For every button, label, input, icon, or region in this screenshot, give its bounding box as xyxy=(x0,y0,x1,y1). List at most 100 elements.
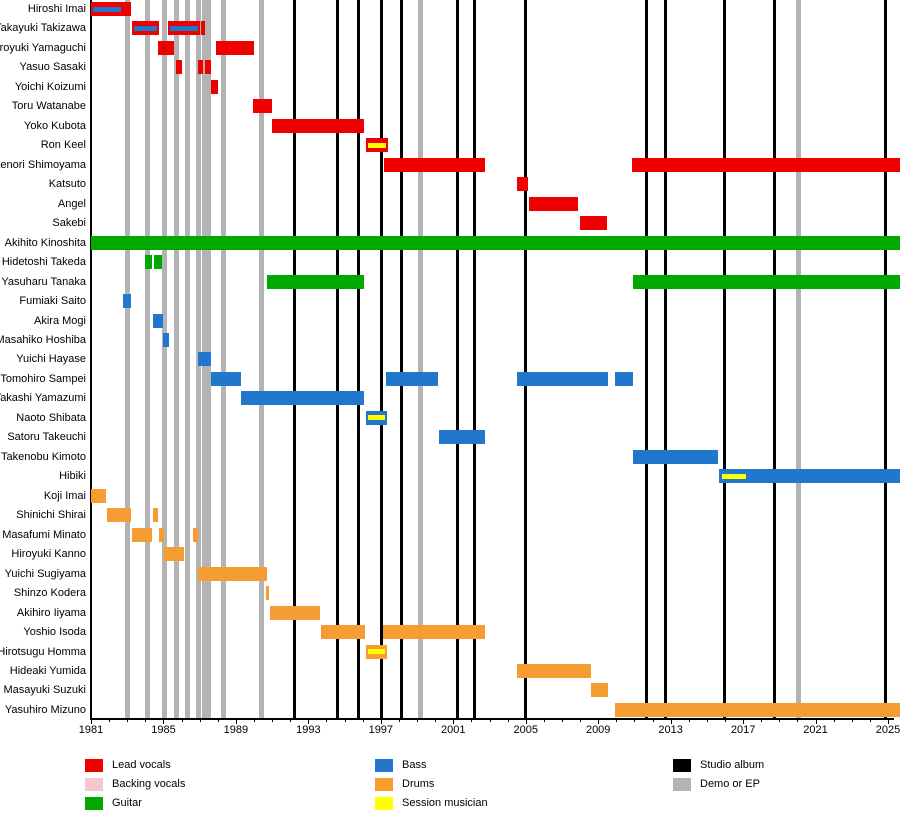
member-role-bar-lead_vocals xyxy=(167,21,200,36)
member-role-bar-drums xyxy=(321,625,365,640)
x-axis-major-tick xyxy=(670,719,672,724)
legend-swatch-guitar xyxy=(85,797,103,810)
x-axis-minor-tick xyxy=(417,719,419,722)
x-axis-minor-tick xyxy=(724,719,726,722)
x-axis-major-tick xyxy=(235,719,237,724)
x-axis-minor-tick xyxy=(127,719,129,722)
x-axis-year-label: 1985 xyxy=(151,724,176,736)
legend-label-guitar: Guitar xyxy=(112,797,142,809)
x-axis-minor-tick xyxy=(706,719,708,722)
x-axis-major-tick xyxy=(888,719,890,724)
x-axis-line xyxy=(90,718,894,720)
demo-or-ep-line xyxy=(795,0,801,719)
member-role-bar-bass xyxy=(122,294,131,309)
member-role-bar-bass xyxy=(718,469,900,484)
demo-or-ep-line xyxy=(161,0,167,719)
legend-label-bass: Bass xyxy=(402,759,427,771)
member-role-bar-bass xyxy=(615,371,633,386)
x-axis-year-label: 1981 xyxy=(78,724,104,736)
member-role-bar-bass xyxy=(153,313,164,328)
member-role-bar-bass xyxy=(386,371,438,386)
member-role-bar-drums xyxy=(107,508,131,523)
member-name-label: Shinzo Kodera xyxy=(13,587,86,600)
member-role-bar-drums xyxy=(158,527,165,542)
x-axis-minor-tick xyxy=(543,719,545,722)
member-name-label: Masahiko Hoshiba xyxy=(0,333,86,346)
member-role-bar-bass xyxy=(163,332,169,347)
member-role-bar-lead_vocals xyxy=(201,21,206,36)
legend-label-session: Session musician xyxy=(402,797,488,809)
member-role-bar-lead_vocals xyxy=(210,79,218,94)
x-axis-minor-tick xyxy=(326,719,328,722)
demo-or-ep-line xyxy=(124,0,130,719)
member-role-bar-lead_vocals xyxy=(158,40,175,55)
x-axis-year-label: 1993 xyxy=(296,724,321,736)
studio-album-line xyxy=(722,0,726,719)
x-axis-year-label: 2001 xyxy=(441,724,466,736)
member-name-label: Naoto Shibata xyxy=(16,411,86,424)
member-role-bar-lead_vocals xyxy=(529,196,579,211)
member-name-label: Hibiki xyxy=(59,470,86,483)
x-axis-year-label: 2005 xyxy=(513,724,538,736)
member-role-bar-drums xyxy=(152,508,158,523)
studio-album-line xyxy=(644,0,648,719)
x-axis-minor-tick xyxy=(489,719,491,722)
member-name-label: Takenobu Kimoto xyxy=(1,450,86,463)
member-name-label: Toru Watanabe xyxy=(11,100,86,113)
member-role-bar-guitar xyxy=(91,235,900,250)
member-name-label: Hiroyuki Yamaguchi xyxy=(0,41,86,54)
member-role-bar-lead_vocals xyxy=(176,60,182,75)
member-role-bar-lead_vocals xyxy=(631,157,900,172)
legend-label-backing_vocals: Backing vocals xyxy=(112,778,186,790)
legend-label-drums: Drums xyxy=(402,778,435,790)
member-role-bar-bass xyxy=(516,371,609,386)
member-role-bar-drums xyxy=(197,566,267,581)
member-role-bar-drums xyxy=(590,683,609,698)
member-name-label: Yoshio Isoda xyxy=(23,626,86,639)
x-axis-minor-tick xyxy=(199,719,201,722)
member-name-label: Hidetoshi Takeda xyxy=(1,256,86,269)
member-role-bar-drums xyxy=(193,527,198,542)
x-axis-minor-tick xyxy=(181,719,183,722)
legend-label-lead_vocals: Lead vocals xyxy=(112,759,171,771)
legend-swatch-backing_vocals xyxy=(85,778,103,791)
demo-or-ep-line xyxy=(184,0,190,719)
x-axis-minor-tick xyxy=(652,719,654,722)
demo-or-ep-line xyxy=(258,0,264,719)
x-axis-major-tick xyxy=(163,719,165,724)
studio-album-line xyxy=(293,0,297,719)
studio-album-line xyxy=(380,0,384,719)
member-role-bar-drums xyxy=(382,625,485,640)
x-axis-minor-tick xyxy=(779,719,781,722)
x-axis-major-tick xyxy=(743,719,745,724)
member-name-label: Yasuharu Tanaka xyxy=(1,275,86,288)
member-role-bar-lead_vocals xyxy=(131,21,159,36)
legend-swatch-drums xyxy=(375,778,393,791)
studio-album-line xyxy=(663,0,667,719)
x-axis-year-label: 1989 xyxy=(223,724,249,736)
studio-album-line xyxy=(335,0,339,719)
studio-album-line xyxy=(883,0,887,719)
member-role-bar-bass xyxy=(366,410,388,425)
member-role-bar-drums xyxy=(131,527,152,542)
x-axis-minor-tick xyxy=(435,719,437,722)
x-axis-minor-tick xyxy=(869,719,871,722)
member-role-bar-drums xyxy=(615,702,900,717)
member-name-label: Hiroshi Imai xyxy=(27,3,86,15)
legend-label-demo_line: Demo or EP xyxy=(700,778,760,790)
role-stripe-bass xyxy=(169,25,198,31)
member-role-bar-bass xyxy=(241,391,364,406)
legend-swatch-demo_line xyxy=(673,778,691,791)
x-axis-minor-tick xyxy=(688,719,690,722)
member-name-label: Sakebi xyxy=(52,217,86,230)
x-axis-minor-tick xyxy=(471,719,473,722)
studio-album-line xyxy=(356,0,360,719)
member-name-label: Yuichi Hayase xyxy=(16,353,86,366)
member-role-bar-drums xyxy=(91,488,107,503)
member-role-bar-lead_vocals xyxy=(516,177,528,192)
x-axis-major-tick xyxy=(598,719,600,724)
member-name-label: Satoru Takeuchi xyxy=(7,431,86,444)
member-role-bar-guitar xyxy=(154,255,162,270)
x-axis-year-label: 2021 xyxy=(803,724,828,736)
member-name-label: Yoko Kubota xyxy=(24,119,86,132)
